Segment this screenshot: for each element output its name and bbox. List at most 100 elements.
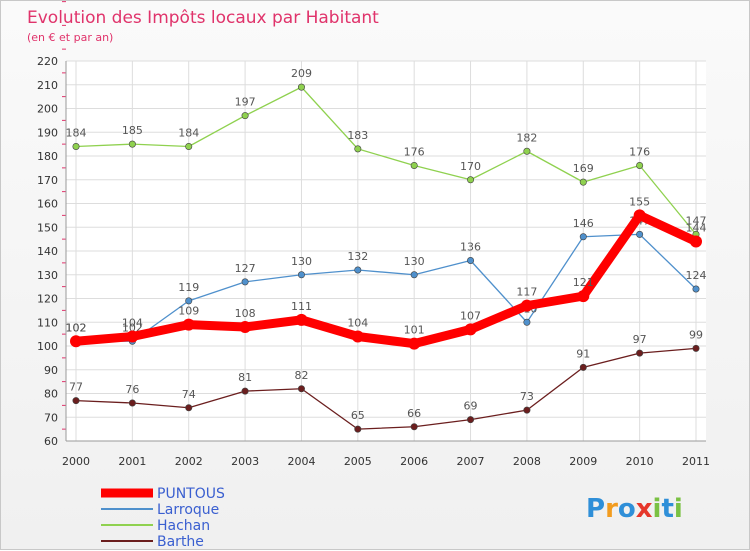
x-tick-label: 2008	[513, 455, 541, 468]
data-point	[636, 162, 644, 170]
data-label: 82	[294, 369, 308, 382]
data-label: 81	[238, 371, 252, 384]
proxiti-logo-text: Proxiti	[586, 494, 683, 524]
data-point	[297, 83, 305, 91]
data-label: 155	[629, 195, 650, 208]
logo-letter: x	[636, 494, 653, 524]
y-tick-label: 150	[37, 221, 58, 234]
y-tick-label: 90	[44, 364, 58, 377]
data-point	[410, 423, 418, 431]
data-point	[185, 143, 193, 151]
data-label: 111	[291, 300, 312, 313]
data-point	[467, 256, 475, 264]
x-tick-label: 2011	[682, 455, 710, 468]
x-tick-label: 2004	[287, 455, 315, 468]
data-point	[579, 233, 587, 241]
y-tick-label: 210	[37, 79, 58, 92]
data-point	[72, 143, 80, 151]
data-point	[523, 147, 531, 155]
data-point	[182, 318, 195, 331]
x-tick-label: 2002	[175, 455, 203, 468]
data-label: 130	[291, 255, 312, 268]
data-label: 169	[573, 162, 594, 175]
data-label: 102	[66, 321, 87, 334]
axes: 60 70 80 90 100 110 120 130 140 150 160 170 180 190 20…	[37, 1, 710, 468]
data-label: 124	[686, 269, 707, 282]
data-label: 197	[235, 96, 256, 109]
data-point	[126, 330, 139, 343]
data-point	[241, 112, 249, 120]
data-point	[467, 416, 475, 424]
data-point	[354, 266, 362, 274]
x-tick-label: 2006	[400, 455, 428, 468]
x-tick-label: 2000	[62, 455, 90, 468]
data-point	[241, 387, 249, 395]
data-point	[185, 404, 193, 412]
data-point	[128, 140, 136, 148]
data-label: 144	[686, 222, 707, 235]
y-tick-label: 130	[37, 269, 58, 282]
data-label: 185	[122, 124, 143, 137]
data-label: 74	[182, 388, 196, 401]
data-point	[70, 335, 82, 348]
y-tick-label: 70	[44, 411, 58, 424]
data-point	[467, 176, 475, 184]
data-label: 127	[235, 262, 256, 275]
data-label: 66	[407, 407, 421, 420]
logo-letter: i	[653, 494, 662, 524]
logo-letter: i	[674, 494, 683, 524]
data-point	[410, 162, 418, 170]
data-point	[579, 363, 587, 371]
data-point	[692, 344, 700, 352]
data-point	[633, 209, 646, 222]
x-tick-label: 2001	[118, 455, 146, 468]
data-label: 91	[576, 347, 590, 360]
y-tick-label: 120	[37, 293, 58, 306]
y-tick-label: 80	[44, 388, 58, 401]
x-tick-label: 2009	[569, 455, 597, 468]
data-label: 69	[464, 400, 478, 413]
y-tick-label: 110	[37, 316, 58, 329]
series-line-barthe	[75, 347, 697, 430]
data-label: 146	[573, 217, 594, 230]
data-point	[410, 271, 418, 279]
data-label: 182	[516, 131, 537, 144]
proxiti-logo: Proxiti	[586, 494, 683, 524]
logo-letter: r	[605, 494, 618, 524]
data-label: 121	[573, 276, 594, 289]
x-tick-label: 2010	[626, 455, 654, 468]
chart-subtitle: (en € et par an)	[27, 31, 113, 44]
data-point	[295, 313, 308, 326]
data-label: 170	[460, 160, 481, 173]
data-label: 176	[404, 146, 425, 159]
data-point	[128, 399, 136, 407]
data-point	[241, 278, 249, 286]
data-point	[354, 145, 362, 153]
data-point	[408, 337, 421, 350]
data-label: 77	[69, 381, 83, 394]
data-label: 104	[347, 317, 368, 330]
data-point	[351, 330, 364, 343]
legend-label-hachan: Hachan	[157, 518, 210, 534]
data-label: 104	[122, 317, 143, 330]
data-label: 184	[66, 127, 87, 140]
data-label: 101	[404, 324, 425, 337]
data-label: 76	[125, 383, 139, 396]
data-label: 108	[235, 307, 256, 320]
data-point	[523, 318, 531, 326]
data-label: 132	[347, 250, 368, 263]
data-label: 184	[178, 127, 199, 140]
data-point	[690, 235, 702, 248]
data-point	[523, 406, 531, 414]
data-label: 117	[516, 286, 537, 299]
data-label: 130	[404, 255, 425, 268]
data-point	[520, 299, 533, 312]
series-line-hachan	[75, 86, 697, 236]
data-label: 147	[686, 214, 707, 227]
data-point	[239, 321, 252, 333]
y-tick-label: 190	[37, 126, 58, 139]
data-point	[297, 271, 305, 279]
